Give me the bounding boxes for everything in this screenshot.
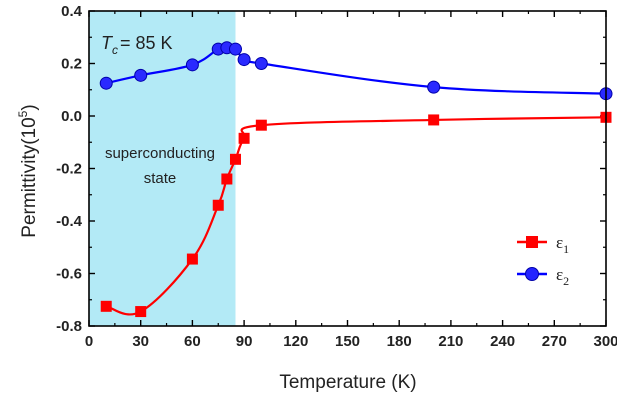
- x-tick-label: 150: [335, 333, 360, 350]
- y-axis-title-exponent: 5: [16, 110, 30, 117]
- x-tick-label: 30: [132, 333, 149, 350]
- y-tick-label: -0.4: [56, 213, 83, 230]
- x-tick-label: 270: [542, 333, 567, 350]
- data-point-eps2: [427, 80, 441, 94]
- data-point-eps2: [99, 76, 113, 90]
- x-tick-label: 120: [283, 333, 308, 350]
- y-axis-title: Permittivity(105): [16, 104, 40, 237]
- legend: ε1 ε2: [517, 233, 569, 288]
- x-tick-label: 240: [490, 333, 515, 350]
- data-point-eps1: [100, 300, 112, 312]
- x-tick-label: 90: [236, 333, 253, 350]
- legend-label-eps1: ε1: [556, 233, 569, 256]
- data-point-eps1: [255, 119, 267, 131]
- data-point-eps2: [228, 42, 242, 56]
- region-label-line1: superconducting: [105, 145, 215, 162]
- data-point-eps1: [186, 253, 198, 265]
- data-point-eps2: [237, 53, 251, 67]
- data-point-eps1: [221, 173, 233, 185]
- tick-labels: 0 30 60 90 120 150 180 210 240 270 300 -0.8 -0.6 -0.4…: [56, 3, 617, 350]
- data-point-eps2: [254, 57, 268, 70]
- legend-item-eps2: ε2: [517, 265, 569, 288]
- legend-label-eps2: ε2: [556, 265, 569, 288]
- data-point-eps2: [185, 58, 199, 72]
- shaded-region: [89, 11, 236, 326]
- x-axis-title: Temperature (K): [279, 372, 416, 393]
- data-point-eps2: [134, 68, 148, 82]
- x-tick-label: 210: [438, 333, 463, 350]
- x-tick-label: 300: [593, 333, 617, 350]
- plot-frame: [88, 10, 607, 327]
- y-tick-label: 0.0: [61, 108, 82, 125]
- tc-annotation: Tc = 85 K: [101, 33, 173, 57]
- y-tick-label: -0.2: [56, 161, 82, 178]
- data-point-eps1: [238, 132, 250, 144]
- data-point-eps1: [428, 114, 440, 126]
- series-layer: [99, 41, 613, 318]
- data-point-eps1: [212, 199, 224, 211]
- x-tick-label: 0: [85, 333, 93, 350]
- legend-item-eps1: ε1: [517, 233, 569, 256]
- y-tick-label: 0.4: [61, 3, 83, 20]
- y-tick-label: -0.8: [56, 318, 82, 335]
- y-tick-label: 0.2: [61, 56, 82, 73]
- legend-marker-eps1: [526, 236, 538, 248]
- data-point-eps1: [135, 306, 147, 318]
- y-tick-label: -0.6: [56, 266, 82, 283]
- x-tick-label: 180: [387, 333, 412, 350]
- region-label-line2: state: [144, 170, 177, 187]
- legend-marker-eps2: [525, 267, 539, 281]
- data-point-eps1: [229, 153, 241, 165]
- x-tick-label: 60: [184, 333, 201, 350]
